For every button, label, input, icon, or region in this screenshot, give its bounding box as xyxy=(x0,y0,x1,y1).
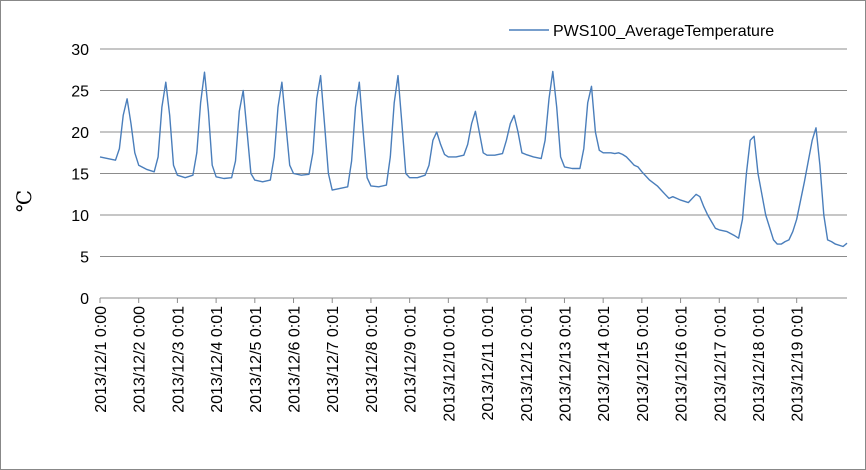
x-tick-label-6: 2013/12/7 0:01 xyxy=(325,306,342,413)
y-tick-label-10: 10 xyxy=(71,208,89,225)
y-axis-tick-labels: 0 5 10 15 20 25 30 xyxy=(71,42,89,308)
x-tick-label-11: 2013/12/12 0:01 xyxy=(519,306,536,422)
y-tick-label-30: 30 xyxy=(71,42,89,59)
x-tick-label-14: 2013/12/15 0:01 xyxy=(635,306,652,422)
y-tick-label-25: 25 xyxy=(71,84,89,101)
x-tick-label-12: 2013/12/13 0:01 xyxy=(557,306,574,422)
x-tick-label-1: 2013/12/2 0:00 xyxy=(132,306,149,413)
x-tick-label-3: 2013/12/4 0:01 xyxy=(209,306,226,413)
x-tick-label-15: 2013/12/16 0:01 xyxy=(674,306,691,422)
x-tick-label-8: 2013/12/9 0:01 xyxy=(403,306,420,413)
y-tick-label-15: 15 xyxy=(71,167,89,184)
gridlines xyxy=(100,48,847,257)
x-axis-tick-labels: 2013/12/1 0:00 2013/12/2 0:00 2013/12/3 0:… xyxy=(93,306,807,422)
x-tick-label-2: 2013/12/3 0:01 xyxy=(170,306,187,413)
x-tick-label-17: 2013/12/18 0:01 xyxy=(751,306,768,422)
x-tick-label-7: 2013/12/8 0:01 xyxy=(364,306,381,413)
x-tick-label-16: 2013/12/17 0:01 xyxy=(712,306,729,422)
y-tick-label-5: 5 xyxy=(80,250,89,267)
x-axis-ticks xyxy=(99,298,798,303)
y-tick-label-0: 0 xyxy=(80,291,89,308)
y-axis-title: ℃ xyxy=(12,190,36,212)
x-tick-label-4: 2013/12/5 0:01 xyxy=(248,306,265,413)
y-tick-label-20: 20 xyxy=(71,125,89,142)
legend-label: PWS100_AverageTemperature xyxy=(553,23,774,40)
x-tick-label-5: 2013/12/6 0:01 xyxy=(287,306,304,413)
legend: PWS100_AverageTemperature xyxy=(509,23,774,40)
x-tick-label-13: 2013/12/14 0:01 xyxy=(596,306,613,422)
series-group xyxy=(99,70,848,248)
x-tick-label-0: 2013/12/1 0:00 xyxy=(93,306,110,413)
x-tick-label-9: 2013/12/10 0:01 xyxy=(441,306,458,422)
series-line-0 xyxy=(99,70,848,248)
x-tick-label-10: 2013/12/11 0:01 xyxy=(480,306,497,421)
x-tick-label-18: 2013/12/19 0:01 xyxy=(790,306,807,422)
